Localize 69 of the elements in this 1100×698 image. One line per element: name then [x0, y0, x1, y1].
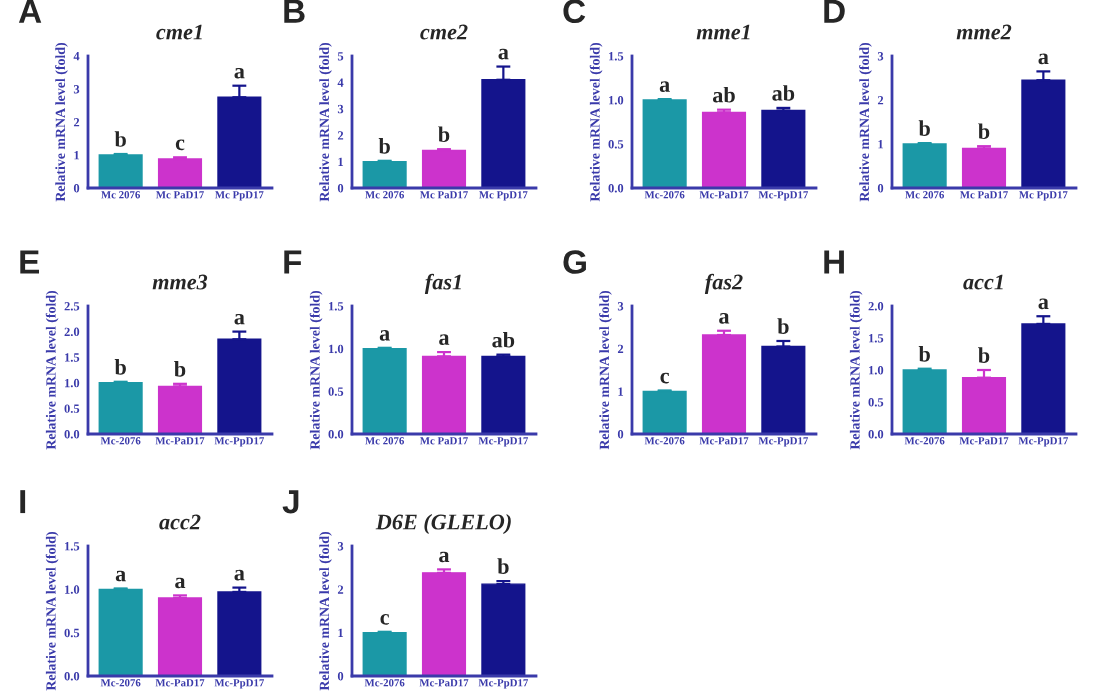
bar	[961, 376, 1007, 434]
bar	[157, 158, 203, 188]
chart-title: mme2	[956, 24, 1012, 40]
bar	[701, 334, 747, 434]
bar	[1021, 323, 1066, 434]
data-label: b	[438, 126, 450, 143]
text: A	[18, 0, 42, 23]
text: D	[824, 0, 845, 23]
bar	[157, 385, 203, 434]
chart-title: fas2	[704, 273, 743, 295]
data-label: b	[174, 361, 186, 377]
text: G	[563, 250, 586, 274]
chart-title: cme1	[156, 24, 202, 40]
data-label: b	[978, 347, 990, 363]
bar	[421, 149, 467, 188]
data-label: ab	[712, 86, 735, 103]
bar	[902, 369, 947, 434]
bar	[481, 583, 526, 676]
chart-title: cme2	[420, 24, 468, 40]
data-label: a	[234, 313, 245, 325]
data-label: b	[978, 123, 990, 140]
chart-title: mme3	[152, 274, 208, 290]
data-label: c	[660, 372, 670, 384]
chart-title: D6E (GLELO)	[375, 513, 511, 535]
chart-title: acc1	[963, 274, 1003, 290]
data-label: a	[719, 313, 730, 324]
bar	[902, 143, 947, 188]
text: J	[282, 490, 299, 514]
text: C	[563, 0, 586, 24]
data-label: ab	[492, 331, 515, 348]
text: H	[824, 250, 844, 274]
data-label: b	[114, 359, 126, 375]
bar	[362, 631, 407, 676]
bar	[217, 338, 262, 434]
text: F	[284, 250, 302, 274]
bar	[1021, 79, 1066, 188]
text: B	[284, 0, 305, 23]
chart-title: acc2	[159, 514, 201, 530]
data-label: a	[439, 551, 450, 563]
bar	[961, 147, 1007, 188]
data-label: a	[379, 330, 390, 341]
data-label: a	[498, 48, 509, 60]
data-label: a	[175, 577, 186, 589]
text: E	[20, 250, 40, 274]
chart-title: fas1	[424, 273, 461, 295]
bar	[421, 572, 467, 676]
data-label: c	[175, 139, 185, 151]
data-label: a	[234, 67, 245, 79]
data-label: b	[497, 558, 509, 574]
data-label: b	[114, 131, 126, 147]
data-label: b	[777, 318, 789, 334]
data-label: a	[115, 570, 126, 582]
text: I	[20, 490, 26, 514]
data-label: a	[234, 569, 245, 581]
bar	[98, 154, 143, 188]
bar	[98, 382, 143, 434]
data-label: a	[659, 81, 670, 92]
data-label: ab	[772, 85, 795, 101]
bar	[642, 390, 687, 434]
data-label: a	[439, 334, 450, 346]
bar	[761, 345, 806, 434]
chart-title: mme1	[696, 24, 750, 40]
data-label: b	[918, 346, 930, 362]
data-label: b	[378, 138, 390, 154]
data-label: c	[380, 614, 390, 625]
data-label: a	[1038, 53, 1049, 65]
data-label: b	[918, 120, 930, 136]
data-label: a	[1038, 298, 1049, 310]
bar	[362, 160, 407, 188]
